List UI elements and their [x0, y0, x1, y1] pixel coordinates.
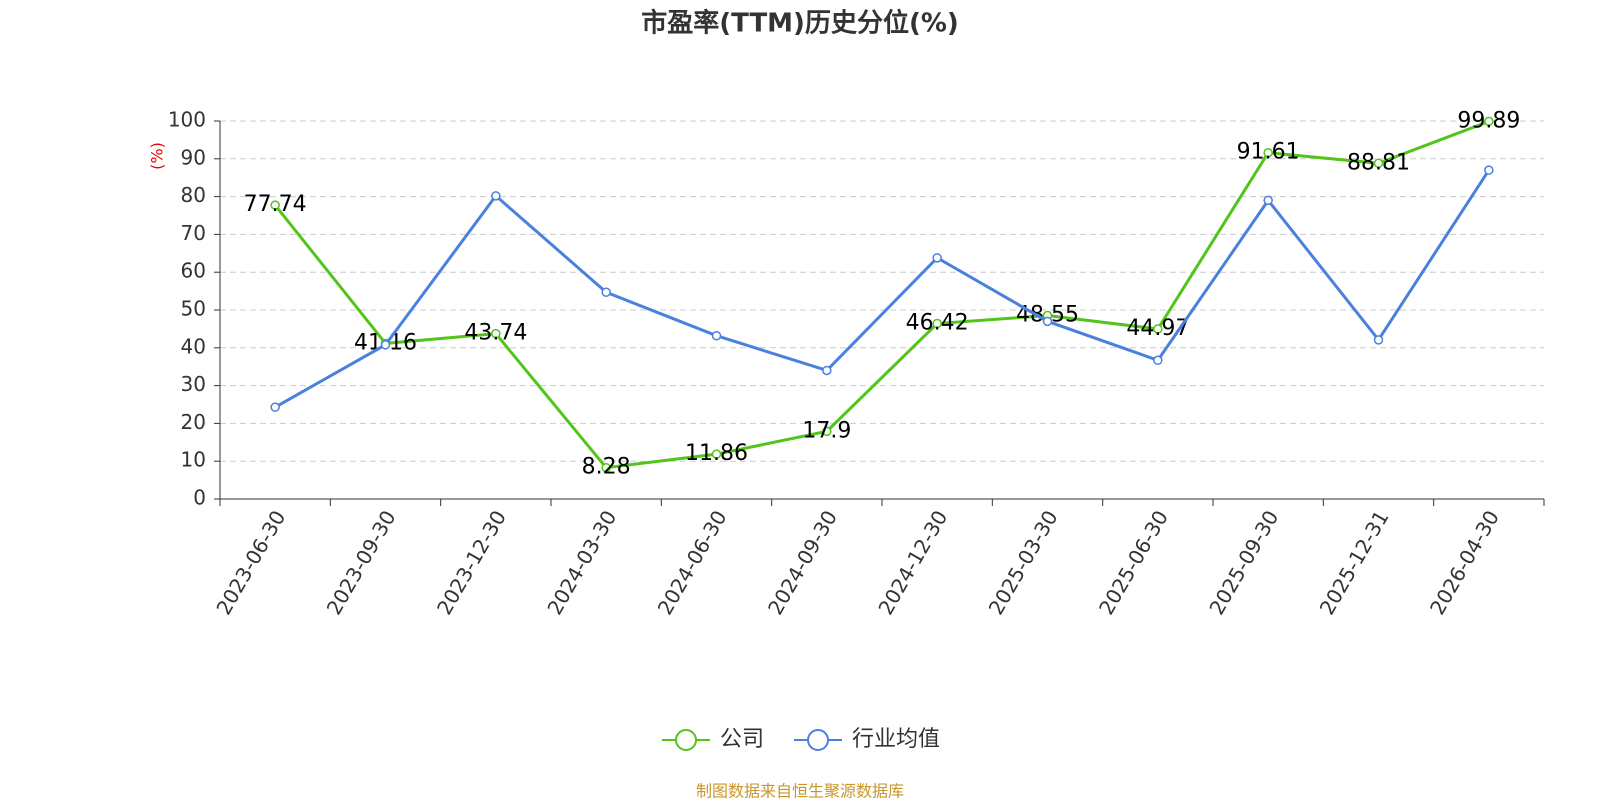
legend-label: 行业均值: [852, 727, 940, 752]
data-point: [1263, 147, 1273, 158]
y-tick-label: 10: [181, 448, 206, 472]
x-tick-label: 2023-06-30: [211, 506, 290, 619]
data-label: 46.42: [906, 311, 969, 336]
data-label: 8.28: [582, 455, 631, 480]
series-line: [273, 120, 1490, 470]
data-point: [491, 328, 501, 339]
data-label: 11.86: [685, 441, 748, 466]
data-point: [270, 402, 280, 412]
data-point: [1042, 316, 1053, 327]
y-tick-label: 60: [181, 259, 206, 283]
x-tick-label: 2024-09-30: [763, 506, 842, 619]
data-label: 77.74: [244, 192, 307, 217]
y-tick-label: 80: [181, 183, 206, 207]
data-point: [491, 191, 501, 201]
data-point: [711, 449, 722, 459]
data-point: [1373, 158, 1384, 169]
data-label: 88.81: [1347, 150, 1410, 175]
data-point: [711, 330, 722, 341]
x-tick-label: 2026-04-30: [1425, 506, 1504, 619]
y-tick-label: 90: [181, 145, 206, 169]
legend-marker: [675, 729, 697, 751]
x-tick-label: 2024-03-30: [542, 506, 621, 619]
data-point: [1153, 355, 1163, 366]
x-tick-label: 2023-12-30: [432, 506, 511, 619]
data-point: [932, 253, 942, 263]
legend-marker: [807, 729, 830, 751]
data-point: [1373, 335, 1384, 345]
data-label: 43.74: [464, 321, 527, 346]
x-tick-label: 2023-09-30: [322, 506, 401, 619]
data-point: [601, 287, 611, 297]
legend-label: 公司: [720, 727, 764, 752]
x-tick-label: 2025-09-30: [1204, 506, 1283, 619]
y-tick-label: 30: [181, 372, 206, 396]
data-point: [1153, 324, 1163, 334]
y-axis-label: (%): [148, 142, 167, 170]
data-point: [932, 318, 942, 329]
data-label: 17.9: [802, 418, 851, 443]
x-tick-label: 2025-12-31: [1315, 506, 1394, 619]
x-tick-label: 2025-03-30: [984, 506, 1063, 619]
x-tick-label: 2025-06-30: [1094, 506, 1173, 619]
data-point: [822, 426, 832, 437]
data-label: 91.61: [1237, 140, 1300, 165]
series-line: [274, 169, 1491, 409]
x-tick-label: 2024-06-30: [653, 506, 732, 619]
data-point: [270, 200, 280, 210]
data-point: [1484, 116, 1494, 127]
data-point: [1263, 195, 1273, 206]
y-tick-label: 70: [181, 221, 206, 245]
chart-title: 市盈率(TTM)历史分位(%): [641, 8, 959, 39]
y-tick-label: 40: [181, 334, 206, 358]
y-tick-label: 0: [193, 486, 206, 510]
source-note: 制图数据来自恒生聚源数据库: [696, 782, 904, 801]
data-point: [380, 340, 391, 350]
y-tick-label: 50: [181, 297, 206, 321]
data-point: [822, 365, 832, 376]
y-tick-label: 20: [181, 410, 206, 434]
data-point: [601, 462, 611, 473]
data-label: 99.89: [1457, 108, 1520, 133]
data-point: [1484, 165, 1494, 175]
y-tick-label: 100: [168, 108, 206, 132]
x-tick-label: 2024-12-30: [873, 506, 952, 619]
